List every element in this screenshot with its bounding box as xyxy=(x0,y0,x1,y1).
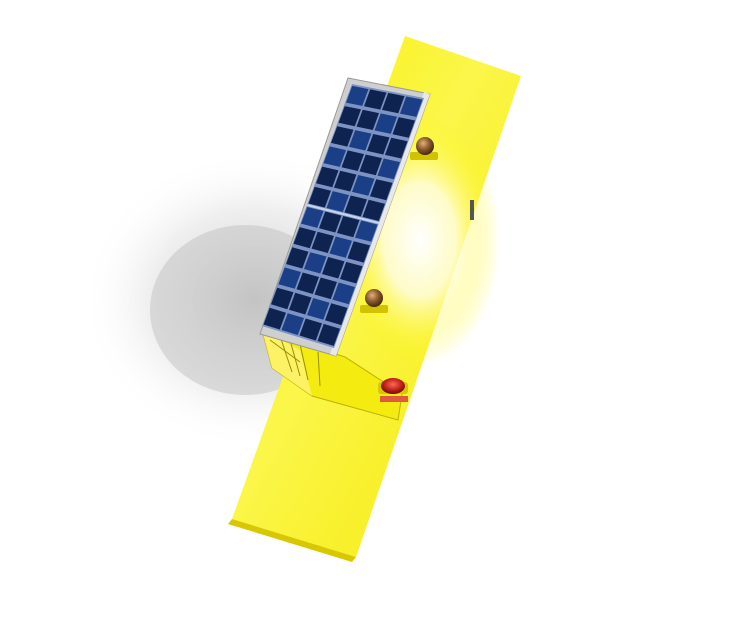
beacon-bracket xyxy=(380,396,408,402)
lamp-bottom-icon xyxy=(365,289,383,307)
beacon-icon xyxy=(381,378,405,394)
lamp-top-icon xyxy=(416,137,434,155)
side-handle xyxy=(470,200,474,220)
